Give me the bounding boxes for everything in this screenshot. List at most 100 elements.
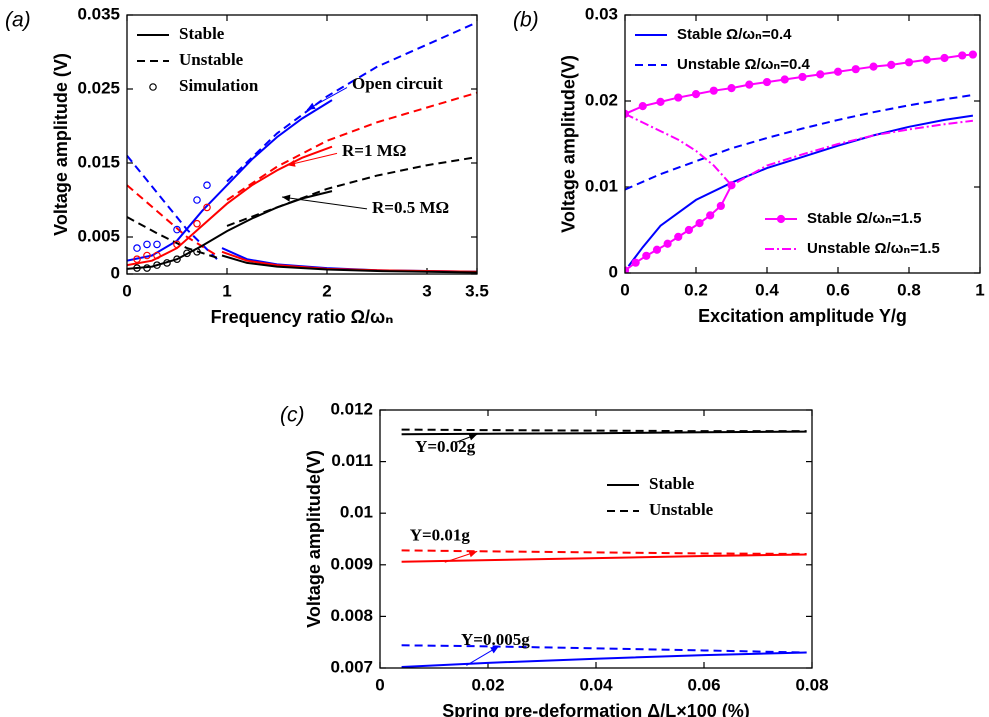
marker [642, 251, 651, 260]
marker [798, 72, 807, 82]
series-line [226, 91, 477, 201]
series-line [625, 184, 733, 272]
marker [133, 264, 141, 272]
marker [776, 214, 786, 224]
marker [706, 211, 715, 220]
y-tick-label: 0.012 [330, 399, 373, 418]
marker [193, 248, 201, 256]
marker [143, 251, 151, 260]
series-layer [401, 428, 807, 668]
legend: Stable Unstable [607, 474, 714, 519]
legend-label: Stable Ω/ωₙ=1.5 [807, 210, 922, 227]
chart-panel: (b) 0 0.01 0.02 0.03 0 0.2 0.4 0.6 0.8 1 Excitation… [513, 4, 985, 325]
y-tick-label: 0.02 [585, 90, 618, 109]
x-tick-label: 0.04 [579, 675, 613, 694]
marker [851, 65, 860, 74]
x-tick-label: 0 [122, 281, 131, 300]
marker [143, 240, 151, 249]
x-tick-label: 0.4 [755, 280, 779, 299]
marker [173, 240, 181, 249]
marker [173, 255, 181, 264]
y-tick-label: 0.03 [585, 4, 618, 23]
plot-frame [379, 409, 813, 669]
y-tick-label: 0 [111, 263, 120, 282]
series-line [127, 99, 333, 262]
series-line [625, 93, 974, 191]
series-line [127, 154, 218, 260]
marker [631, 258, 640, 267]
panel-label: (c) [280, 404, 305, 427]
marker [727, 84, 736, 93]
arrow-head [282, 194, 291, 202]
chart-panel: (a) 0 0.005 0.015 0.025 0.035 0 1 2 3 3.5 Frequency… [5, 4, 489, 326]
annotation: Y=0.005g [461, 630, 530, 649]
marker [173, 225, 181, 234]
x-axis-label: Spring pre-deformation Δ/L×100 (%) [442, 701, 749, 717]
series-layer [127, 21, 477, 274]
series-line [221, 254, 477, 274]
arrow-head [287, 159, 296, 167]
legend: Stable Ω/ωₙ=1.5 Unstable Ω/ωₙ=1.5 [765, 210, 940, 257]
legend-label: Stable [179, 24, 225, 43]
y-axis-label: Voltage amplitude(V) [559, 55, 579, 233]
y-tick-label: 0.015 [77, 152, 120, 171]
marker [193, 219, 201, 228]
arrow-head [490, 646, 499, 654]
plot-frame [126, 14, 478, 275]
marker [133, 255, 141, 264]
series-line [401, 549, 807, 555]
legend-label: Unstable Ω/ωₙ=0.4 [677, 56, 810, 73]
marker [133, 244, 141, 252]
x-tick-label: 0.06 [687, 675, 720, 694]
annotation: Open circuit [352, 74, 443, 93]
y-axis-label: Voltage amplitude(V) [304, 450, 324, 628]
y-tick-label: 0.011 [331, 451, 373, 470]
marker [203, 181, 211, 190]
x-tick-label: 1 [975, 280, 984, 299]
marker [203, 203, 211, 212]
series-line [401, 430, 807, 436]
panel-label: (a) [5, 9, 31, 32]
y-tick-label: 0.008 [330, 606, 373, 625]
x-tick-label: 0.02 [471, 675, 504, 694]
y-tick-label: 0.025 [77, 78, 120, 97]
marker [904, 58, 914, 67]
annotation: R=1 MΩ [342, 141, 406, 160]
x-tick-label: 3.5 [465, 281, 489, 300]
marker [153, 251, 161, 260]
marker [674, 93, 683, 102]
y-tick-label: 0.005 [77, 226, 120, 245]
x-tick-label: 1 [222, 281, 231, 300]
legend-label: Unstable [179, 50, 244, 69]
y-tick-label: 0.007 [330, 657, 373, 676]
marker [143, 264, 151, 272]
marker [833, 67, 843, 76]
x-tick-label: 2 [322, 281, 331, 300]
series-layer [625, 50, 978, 273]
marker [153, 240, 161, 249]
marker [716, 201, 725, 211]
series-line [401, 644, 807, 654]
x-tick-label: 0.6 [826, 280, 850, 299]
x-axis-label: Excitation amplitude Y/g [698, 306, 907, 326]
y-tick-label: 0.035 [77, 4, 120, 23]
marker [193, 196, 201, 204]
arrow-head [307, 102, 316, 110]
marker [691, 90, 701, 99]
series-line [401, 651, 807, 668]
marker [780, 75, 789, 84]
legend-label: Stable [649, 474, 695, 493]
y-tick-label: 0.009 [330, 554, 373, 573]
marker [816, 70, 825, 79]
series-line [221, 250, 477, 273]
annotation-arrow [286, 152, 338, 166]
annotation: Y=0.01g [410, 525, 471, 544]
series-line [127, 216, 218, 259]
x-tick-label: 0.2 [684, 280, 708, 299]
x-tick-label: 3 [422, 281, 431, 300]
marker [762, 77, 772, 87]
marker [887, 60, 896, 69]
marker [638, 102, 647, 111]
legend-label: Simulation [179, 76, 259, 95]
